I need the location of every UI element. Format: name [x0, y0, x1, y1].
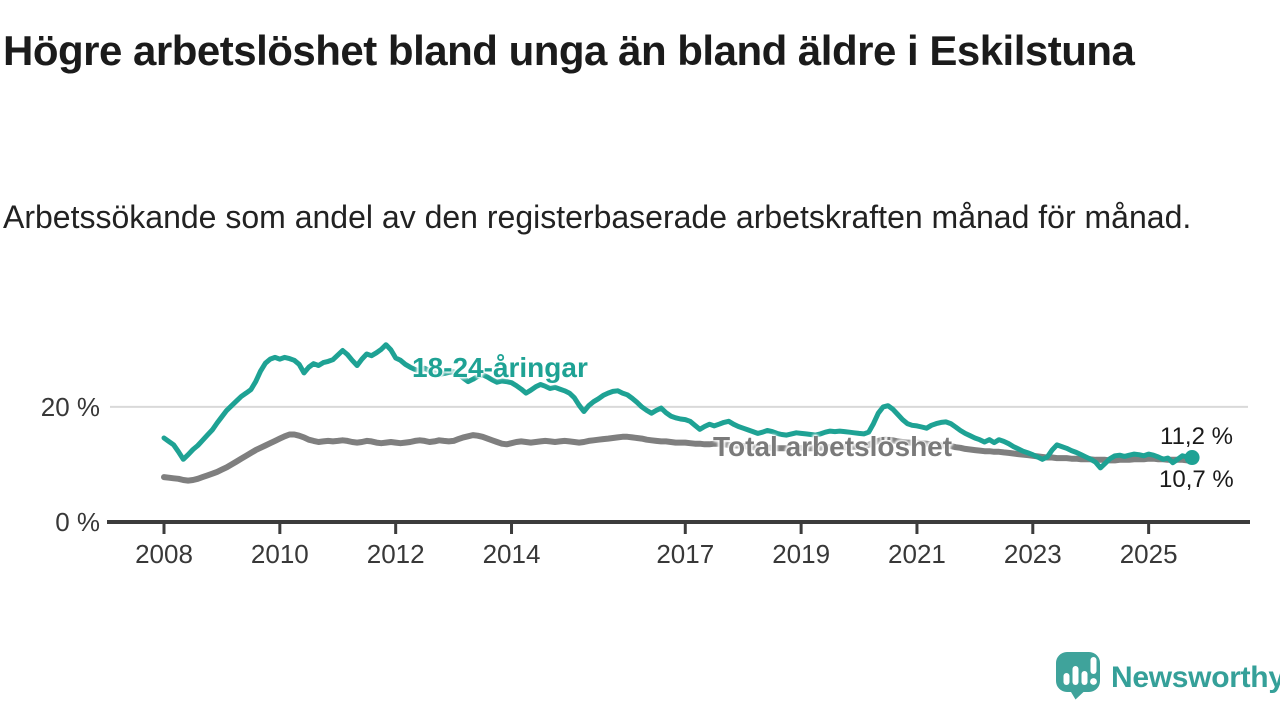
end-point-dot — [1184, 450, 1200, 466]
newsworthy-logo: Newsworthy — [1054, 650, 1280, 705]
x-tick-label: 2008 — [135, 539, 193, 569]
page-title: Högre arbetslöshet bland unga än bland ä… — [3, 27, 1135, 74]
newsworthy-wordmark: Newsworthy — [1111, 660, 1280, 694]
y-axis-label-0: 0 % — [55, 507, 100, 537]
page-subtitle: Arbetssökande som andel av den registerb… — [3, 199, 1192, 235]
x-tick-label: 2025 — [1120, 539, 1178, 569]
x-tick-label: 2023 — [1004, 539, 1062, 569]
x-tick-label: 2017 — [656, 539, 714, 569]
x-tick-label: 2010 — [251, 539, 309, 569]
series-label-young: 18-24-åringar — [412, 352, 588, 383]
end-value-label-total: 10,7 % — [1159, 466, 1234, 493]
y-axis-label-20: 20 % — [40, 392, 100, 422]
x-tick-label: 2021 — [888, 539, 946, 569]
line-young — [161, 342, 1195, 471]
newsworthy-speech-bubble-bar-chart-icon — [1054, 650, 1102, 705]
series-label-total: Total arbetslöshet — [713, 431, 953, 462]
line-total — [161, 431, 1196, 484]
end-value-label-young: 11,2 % — [1160, 423, 1233, 450]
x-tick-label: 2012 — [367, 539, 425, 569]
x-tick-label: 2019 — [772, 539, 830, 569]
x-tick-label: 2014 — [483, 539, 541, 569]
